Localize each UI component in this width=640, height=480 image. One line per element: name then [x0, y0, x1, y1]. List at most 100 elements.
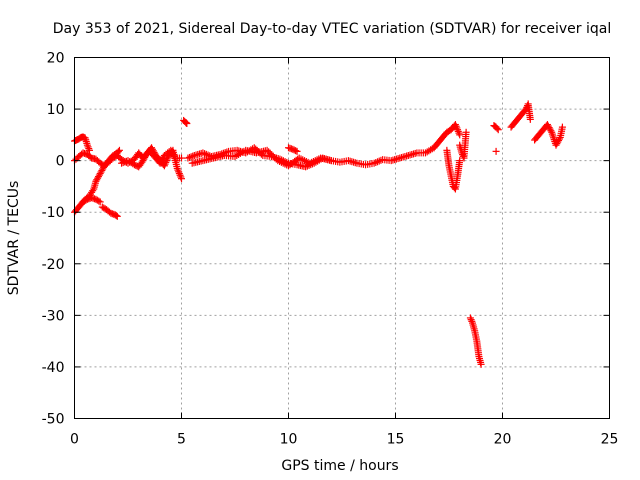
data-point — [183, 120, 191, 128]
y-tick-label: -10 — [42, 205, 65, 221]
data-point — [292, 147, 300, 155]
axis-ticks: 0 5 10 15 20 25 -50 -40 -30 -20 -10 0 10 20 — [42, 51, 619, 448]
data-point — [176, 171, 184, 179]
y-tick-label: 10 — [47, 102, 65, 118]
data-point — [175, 170, 183, 178]
y-tick-label: -20 — [42, 257, 65, 273]
data-point — [173, 164, 181, 172]
data-point — [115, 146, 123, 154]
data-point — [558, 123, 566, 131]
data-point — [546, 125, 554, 133]
data-point — [178, 154, 185, 162]
data-point — [163, 157, 171, 165]
data-point — [545, 124, 553, 132]
data-point — [492, 147, 500, 155]
data-point — [374, 158, 382, 166]
data-point — [451, 121, 459, 129]
data-point — [98, 166, 106, 174]
data-point — [94, 174, 102, 182]
data-point — [268, 151, 276, 159]
data-point — [372, 158, 380, 166]
data-point — [148, 144, 156, 152]
data-point — [148, 145, 156, 153]
data-point — [114, 148, 122, 156]
data-point — [293, 147, 301, 155]
x-tick-label: 5 — [177, 432, 186, 448]
data-point — [467, 316, 475, 324]
data-point — [544, 122, 552, 130]
data-point — [129, 160, 137, 168]
data-point — [175, 168, 183, 176]
data-point — [177, 173, 185, 181]
data-point — [302, 163, 310, 171]
data-point — [452, 122, 460, 130]
grid — [74, 57, 610, 419]
data-point — [96, 170, 104, 178]
data-point — [201, 150, 209, 158]
data-point — [96, 198, 104, 206]
y-tick-label: -50 — [42, 412, 65, 428]
x-tick-label: 20 — [494, 432, 512, 448]
y-axis-label: SDTVAR / TECUs — [6, 181, 22, 296]
data-point — [83, 141, 91, 149]
data-point — [161, 160, 169, 168]
data-point — [184, 154, 192, 162]
y-tick-label: -30 — [42, 308, 65, 324]
data-point — [94, 173, 102, 181]
data-point — [552, 141, 560, 149]
data-point — [97, 168, 105, 176]
data-point — [370, 159, 378, 167]
data-point — [85, 145, 93, 153]
y-tick-label: 0 — [56, 154, 65, 170]
data-point — [263, 146, 271, 154]
data-point — [93, 176, 101, 184]
data-point — [456, 131, 464, 139]
data-point — [493, 124, 501, 132]
data-point — [454, 127, 462, 135]
data-point — [119, 159, 127, 167]
data-point — [141, 154, 149, 162]
y-tick-label: -40 — [42, 360, 65, 376]
data-point — [92, 177, 100, 185]
data-point — [553, 140, 561, 148]
data-point — [269, 152, 277, 160]
data-point — [189, 152, 197, 160]
data-point — [327, 157, 335, 165]
data-point — [140, 155, 148, 163]
data-point — [99, 165, 107, 173]
data-point — [95, 171, 103, 179]
data-point — [149, 147, 157, 155]
data-point — [456, 157, 464, 165]
data-point — [95, 197, 103, 205]
data-point — [555, 135, 563, 143]
data-point — [547, 127, 555, 135]
data-point — [375, 157, 383, 165]
data-point — [266, 149, 274, 157]
data-point — [163, 155, 171, 163]
data-point — [468, 317, 476, 325]
data-point — [271, 154, 279, 162]
data-point — [477, 360, 485, 368]
data-point — [543, 121, 551, 129]
plot-frame — [74, 57, 610, 419]
data-point — [112, 212, 120, 220]
data-point — [150, 148, 158, 156]
data-point — [142, 152, 150, 160]
data-point — [454, 126, 462, 134]
data-point — [160, 162, 168, 170]
data-point — [162, 158, 170, 166]
x-axis-label: GPS time / hours — [281, 458, 398, 474]
x-tick-label: 10 — [280, 432, 298, 448]
data-point — [84, 143, 92, 151]
data-point — [118, 159, 126, 167]
data-point — [139, 157, 147, 165]
data-points — [71, 100, 566, 368]
x-tick-label: 15 — [387, 432, 405, 448]
data-point — [494, 126, 502, 134]
data-point — [178, 175, 185, 183]
data-point — [554, 138, 562, 146]
x-tick-label: 25 — [601, 432, 619, 448]
y-tick-label: 20 — [47, 51, 65, 67]
data-point — [453, 124, 461, 132]
